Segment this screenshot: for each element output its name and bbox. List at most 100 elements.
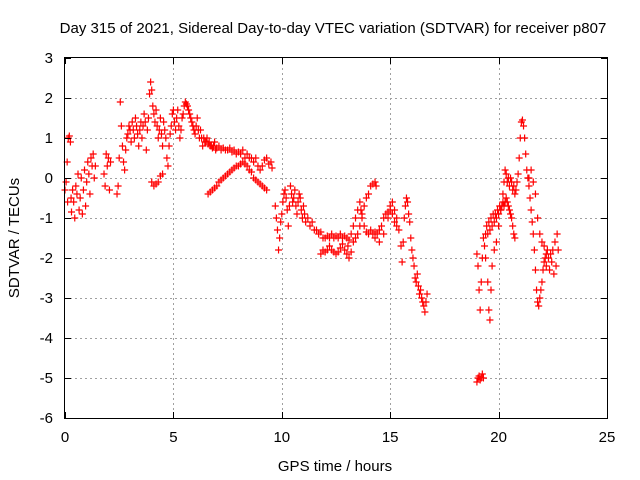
data-point — [553, 230, 561, 238]
data-point — [148, 178, 156, 186]
data-point — [74, 170, 82, 178]
data-point — [312, 226, 320, 234]
y-tick-label: -1 — [40, 210, 53, 227]
y-tick-label: -6 — [40, 410, 53, 427]
data-point — [484, 278, 492, 286]
data-point — [107, 158, 115, 166]
data-point — [296, 194, 304, 202]
data-point — [410, 262, 418, 270]
data-point — [278, 210, 286, 218]
data-point — [508, 214, 516, 222]
data-point — [423, 290, 431, 298]
data-point — [62, 178, 70, 186]
data-point — [243, 162, 251, 170]
x-tick-label: 0 — [61, 429, 69, 446]
data-point — [522, 150, 530, 158]
data-point — [154, 134, 162, 142]
data-point — [388, 210, 396, 218]
data-point — [186, 110, 194, 118]
y-axis-label: SDTVAR / TECUs — [6, 178, 23, 298]
data-point — [474, 262, 482, 270]
x-tick-label: 20 — [490, 429, 507, 446]
data-point — [538, 238, 546, 246]
data-point — [100, 170, 108, 178]
data-point — [117, 122, 125, 130]
data-point — [114, 182, 122, 190]
data-point — [486, 226, 494, 234]
data-point — [526, 194, 534, 202]
data-point — [138, 134, 146, 142]
data-point — [280, 190, 288, 198]
data-point — [356, 222, 364, 230]
data-point — [521, 134, 529, 142]
data-point — [409, 254, 417, 262]
data-point — [226, 144, 234, 152]
data-point — [67, 194, 75, 202]
data-point — [277, 218, 285, 226]
data-point — [388, 198, 396, 206]
data-point — [417, 286, 425, 294]
data-point — [513, 178, 521, 186]
data-point — [176, 134, 184, 142]
data-point — [295, 190, 303, 198]
x-axis-label: GPS time / hours — [278, 458, 392, 475]
data-point — [386, 202, 394, 210]
data-point — [306, 222, 314, 230]
data-point — [129, 126, 137, 134]
data-point — [360, 202, 368, 210]
y-tick-label: -4 — [40, 330, 53, 347]
data-point — [482, 254, 490, 262]
data-point — [503, 198, 511, 206]
data-point — [344, 242, 352, 250]
data-point — [185, 106, 193, 114]
data-point — [502, 194, 510, 202]
data-point — [153, 122, 161, 130]
data-point — [372, 182, 380, 190]
data-point — [72, 182, 80, 190]
data-point — [76, 194, 84, 202]
data-point — [160, 118, 168, 126]
data-point — [86, 190, 94, 198]
data-point — [540, 242, 548, 250]
data-point — [73, 190, 81, 198]
data-point — [90, 174, 98, 182]
data-point — [518, 116, 526, 124]
data-point — [418, 294, 426, 302]
data-point — [325, 242, 333, 250]
data-point — [551, 238, 559, 246]
data-point — [349, 238, 357, 246]
data-point — [412, 278, 420, 286]
data-point — [105, 186, 113, 194]
data-point — [252, 154, 260, 162]
data-point — [488, 262, 496, 270]
data-point — [70, 198, 78, 206]
data-point — [116, 98, 124, 106]
data-point — [510, 230, 518, 238]
data-point — [317, 228, 325, 236]
data-point — [414, 282, 422, 290]
data-point — [393, 214, 401, 222]
data-point — [82, 202, 90, 210]
data-point — [488, 222, 496, 230]
data-point — [475, 286, 483, 294]
data-point — [341, 246, 349, 254]
data-point — [542, 250, 550, 258]
data-point — [495, 210, 503, 218]
data-point — [168, 110, 176, 118]
data-point — [536, 294, 544, 302]
data-point — [375, 226, 383, 234]
data-point — [151, 118, 159, 126]
data-point — [308, 218, 316, 226]
data-point — [304, 214, 312, 222]
data-point — [215, 142, 223, 150]
data-point — [400, 214, 408, 222]
data-point — [529, 230, 537, 238]
data-point — [477, 278, 485, 286]
data-point — [140, 110, 148, 118]
data-point — [485, 306, 493, 314]
data-point — [275, 246, 283, 254]
data-point — [199, 142, 207, 150]
data-point — [148, 86, 156, 94]
data-point — [101, 182, 109, 190]
data-point — [527, 166, 535, 174]
